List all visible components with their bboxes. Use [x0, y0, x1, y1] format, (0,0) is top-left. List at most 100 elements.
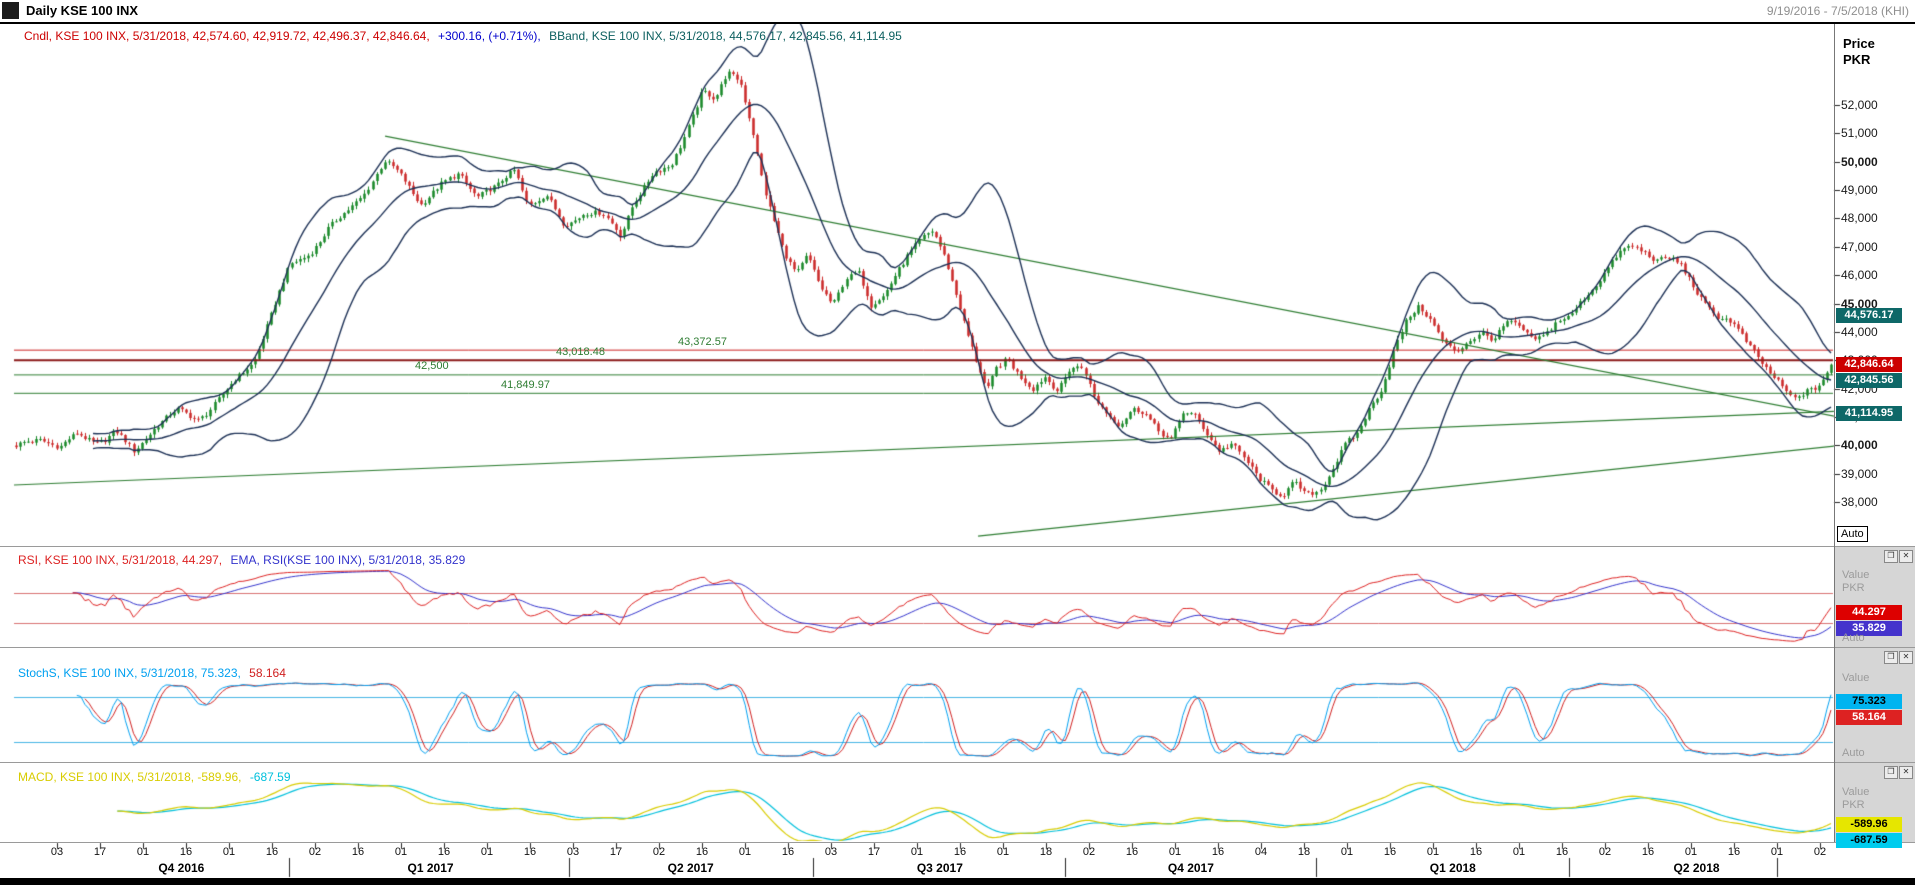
price-axis-auto-button[interactable]: Auto — [1837, 526, 1868, 542]
stoch-close-button[interactable]: ✕ — [1899, 651, 1913, 664]
price-axis-tick: 50,000 — [1841, 154, 1878, 169]
x-axis-date-label: 02 — [308, 846, 322, 858]
rsi-axis-currency-label: PKR — [1842, 582, 1865, 594]
macd-close-button[interactable]: ✕ — [1899, 766, 1913, 779]
x-axis-date-label: 01 — [222, 846, 236, 858]
rsi-close-button[interactable]: ✕ — [1899, 550, 1913, 563]
level-label-42500[interactable]: 42,500 — [415, 360, 449, 372]
x-axis-date-label: 16 — [437, 846, 451, 858]
price-axis-tick: 46,000 — [1841, 268, 1878, 283]
x-axis-quarter-label: Q4 2016 — [158, 861, 205, 875]
price-value-box: 44,576.17 — [1836, 308, 1902, 323]
x-axis-date-label: 16 — [351, 846, 365, 858]
level-label-43372[interactable]: 43,372.57 — [678, 336, 727, 348]
x-axis-date-label: 01 — [1340, 846, 1354, 858]
level-label-41849[interactable]: 41,849.97 — [501, 379, 550, 391]
title-bar: Daily KSE 100 INX 9/19/2016 - 7/5/2018 (… — [0, 0, 1915, 24]
x-axis-date-label: 01 — [910, 846, 924, 858]
x-axis-date-label: 16 — [523, 846, 537, 858]
level-label-43018[interactable]: 43,018.48 — [556, 346, 605, 358]
x-axis-date-label: 17 — [609, 846, 623, 858]
price-axis-tick: 39,000 — [1841, 466, 1878, 481]
x-axis-date-label: 01 — [1512, 846, 1526, 858]
rsi-value-box: 44.297 — [1836, 605, 1902, 620]
x-axis-date-label: 16 — [1469, 846, 1483, 858]
legend-stoch-d: 58.164 — [249, 666, 286, 680]
window-title: Daily KSE 100 INX — [26, 3, 138, 18]
legend-candle: Cndl, KSE 100 INX, 5/31/2018, 42,574.60,… — [24, 29, 430, 43]
legend-stoch: StochS, KSE 100 INX, 5/31/2018, 75.323, — [18, 666, 241, 680]
x-axis-date-label: 16 — [1727, 846, 1741, 858]
x-axis-quarter-label: Q1 2017 — [407, 861, 454, 875]
stoch-axis-value-label: Value — [1842, 672, 1870, 684]
x-axis-date-label: 02 — [652, 846, 666, 858]
panel-separator[interactable] — [0, 647, 1915, 648]
x-axis-date-label: 01 — [480, 846, 494, 858]
rsi-panel-legend: RSI, KSE 100 INX, 5/31/2018, 44.297, EMA… — [18, 553, 470, 567]
x-axis-quarter-labels: Q4 2016 Q1 2017 Q2 2017 Q3 2017 Q4 2017 Q1 20… — [0, 861, 1834, 877]
stoch-restore-button[interactable]: ❐ — [1884, 651, 1898, 664]
price-value-box: 42,845.56 — [1836, 373, 1902, 388]
x-axis-date-label: 16 — [695, 846, 709, 858]
rsi-restore-button[interactable]: ❐ — [1884, 550, 1898, 563]
bottom-bar — [0, 878, 1915, 885]
price-axis-tick: 52,000 — [1841, 98, 1878, 112]
x-axis-date-label: 03 — [824, 846, 838, 858]
price-axis-tick: 40,000 — [1841, 438, 1878, 453]
x-axis-date-label: 01 — [996, 846, 1010, 858]
price-value-box: 41,114.95 — [1836, 406, 1902, 421]
x-axis-date-label: 02 — [1598, 846, 1612, 858]
x-axis-date-label: 01 — [394, 846, 408, 858]
price-axis-tick: 44,000 — [1841, 324, 1878, 339]
stoch-axis-auto-label[interactable]: Auto — [1842, 747, 1865, 759]
x-axis-date-label: 02 — [1082, 846, 1096, 858]
x-axis-date-label: 16 — [1555, 846, 1569, 858]
rsi-axis-auto-label[interactable]: Auto — [1842, 632, 1865, 644]
legend-change: +300.16, (+0.71%), — [438, 29, 541, 43]
x-axis-quarter-label: Q2 2017 — [667, 861, 714, 875]
x-axis-quarter-label: Q3 2017 — [916, 861, 963, 875]
x-axis-date-label: 16 — [1641, 846, 1655, 858]
x-axis-date-label: 16 — [1383, 846, 1397, 858]
stoch-value-box: 75.323 — [1836, 694, 1902, 709]
x-axis-date-label: 18 — [1297, 846, 1311, 858]
price-value-box: 42,846.64 — [1836, 357, 1902, 372]
rsi-axis-value-label: Value — [1842, 569, 1870, 581]
x-axis-date-label: 17 — [867, 846, 881, 858]
price-axis-tick: 45,000 — [1841, 296, 1878, 311]
legend-macd-signal: -687.59 — [249, 770, 291, 784]
panel-separator[interactable] — [0, 546, 1915, 547]
price-axis-currency: PKR — [1843, 52, 1871, 67]
x-axis-date-label: 01 — [1684, 846, 1698, 858]
x-axis-date-label: 16 — [1125, 846, 1139, 858]
price-panel-legend: Cndl, KSE 100 INX, 5/31/2018, 42,574.60,… — [24, 29, 907, 43]
x-axis-date-label: 16 — [953, 846, 967, 858]
price-axis-tick: 51,000 — [1841, 126, 1878, 141]
x-axis-date-label: 01 — [738, 846, 752, 858]
panel-separator[interactable] — [0, 762, 1915, 763]
x-axis-date-label: 01 — [136, 846, 150, 858]
x-axis-date-label: 18 — [1039, 846, 1053, 858]
legend-rsi: RSI, KSE 100 INX, 5/31/2018, 44.297, — [18, 553, 223, 567]
price-axis-tick: 48,000 — [1841, 211, 1878, 226]
x-axis-date-label: 02 — [1813, 846, 1827, 858]
x-axis-date-label: 16 — [179, 846, 193, 858]
x-axis-quarter-label: Q4 2017 — [1167, 861, 1214, 875]
app-icon[interactable] — [2, 2, 19, 19]
x-axis-quarter-label: Q1 2018 — [1429, 861, 1476, 875]
date-range-label: 9/19/2016 - 7/5/2018 (KHI) — [1766, 4, 1909, 18]
legend-rsi-ema: EMA, RSI(KSE 100 INX), 5/31/2018, 35.829 — [230, 553, 466, 567]
x-axis-date-labels: 03 17 01 16 01 16 02 16 01 16 01 16 03 17 02 16 01 16 03 17… — [0, 846, 1834, 860]
x-axis-date-label: 01 — [1426, 846, 1440, 858]
price-axis-title: Price — [1843, 36, 1875, 51]
macd-value-box: -589.96 — [1836, 817, 1902, 832]
macd-axis-currency-label: PKR — [1842, 799, 1865, 811]
x-axis-quarter-label: Q2 2018 — [1673, 861, 1720, 875]
x-axis-date-label: 03 — [566, 846, 580, 858]
macd-restore-button[interactable]: ❐ — [1884, 766, 1898, 779]
axis-border — [1834, 22, 1835, 842]
x-axis-date-label: 16 — [781, 846, 795, 858]
x-axis-date-label: 16 — [1211, 846, 1225, 858]
